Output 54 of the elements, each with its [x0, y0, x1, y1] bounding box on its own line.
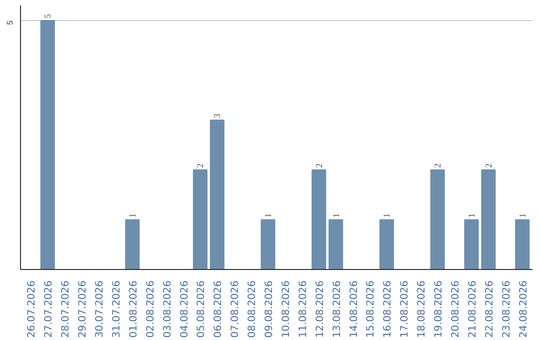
data-label: 1	[466, 213, 476, 218]
x-tick-label: 20.08.2026	[450, 280, 462, 338]
x-tick-label: 13.08.2026	[332, 280, 343, 338]
x-tick-label: 21.08.2026	[467, 280, 478, 338]
x-tick-label: 07.08.2026	[230, 280, 242, 338]
x-tick-label: 05.08.2026	[196, 280, 208, 338]
data-label: 5	[42, 13, 53, 18]
bar	[125, 219, 140, 270]
bar	[464, 219, 479, 270]
x-tick-label: 19.08.2026	[434, 280, 445, 338]
x-tick-label: 06.08.2026	[213, 280, 224, 338]
x-tick-label: 30.07.2026	[94, 280, 106, 338]
data-label: 3	[212, 113, 222, 118]
data-label: 2	[195, 163, 206, 168]
x-tick-label: 02.08.2026	[145, 280, 156, 338]
bar	[430, 169, 445, 270]
x-tick-label: 12.08.2026	[314, 280, 326, 338]
x-tick-label: 04.08.2026	[179, 280, 190, 338]
x-tick-label: 11.08.2026	[298, 280, 309, 338]
bar	[312, 169, 326, 270]
bar	[210, 120, 224, 270]
x-tick-label: 08.08.2026	[247, 280, 258, 338]
x-tick-label: 22.08.2026	[484, 280, 496, 338]
data-label: 1	[517, 213, 528, 218]
bar	[328, 219, 344, 270]
x-tick-label: 01.08.2026	[128, 280, 140, 338]
x-tick-label: 14.08.2026	[348, 280, 360, 338]
data-label: 2	[432, 163, 443, 168]
data-label: 2	[483, 163, 494, 168]
x-tick-label: 03.08.2026	[162, 280, 174, 338]
data-label: 2	[314, 163, 324, 168]
bar	[260, 219, 276, 270]
x-tick-label: 28.07.2026	[60, 280, 72, 338]
x-tick-label: 29.07.2026	[78, 280, 89, 338]
bar	[379, 219, 394, 270]
bar	[192, 169, 208, 270]
data-label: 1	[127, 213, 138, 218]
x-tick-label: 15.08.2026	[366, 280, 377, 338]
bar	[40, 20, 55, 270]
data-label: 1	[330, 213, 341, 218]
data-label: 1	[382, 213, 392, 218]
x-tick-label: 26.07.2026	[26, 280, 38, 338]
x-tick-label: 27.07.2026	[44, 280, 55, 338]
bar	[515, 219, 530, 270]
x-tick-label: 09.08.2026	[264, 280, 276, 338]
x-tick-label: 24.08.2026	[518, 280, 530, 338]
bar	[481, 169, 496, 270]
x-tick-label: 16.08.2026	[382, 280, 394, 338]
data-label: 1	[263, 213, 274, 218]
x-tick-label: 18.08.2026	[416, 280, 428, 338]
x-tick-label: 23.08.2026	[501, 280, 512, 338]
x-tick-label: 17.08.2026	[400, 280, 411, 338]
x-tick-label: 10.08.2026	[280, 280, 292, 338]
x-tick-label: 31.07.2026	[111, 280, 122, 338]
